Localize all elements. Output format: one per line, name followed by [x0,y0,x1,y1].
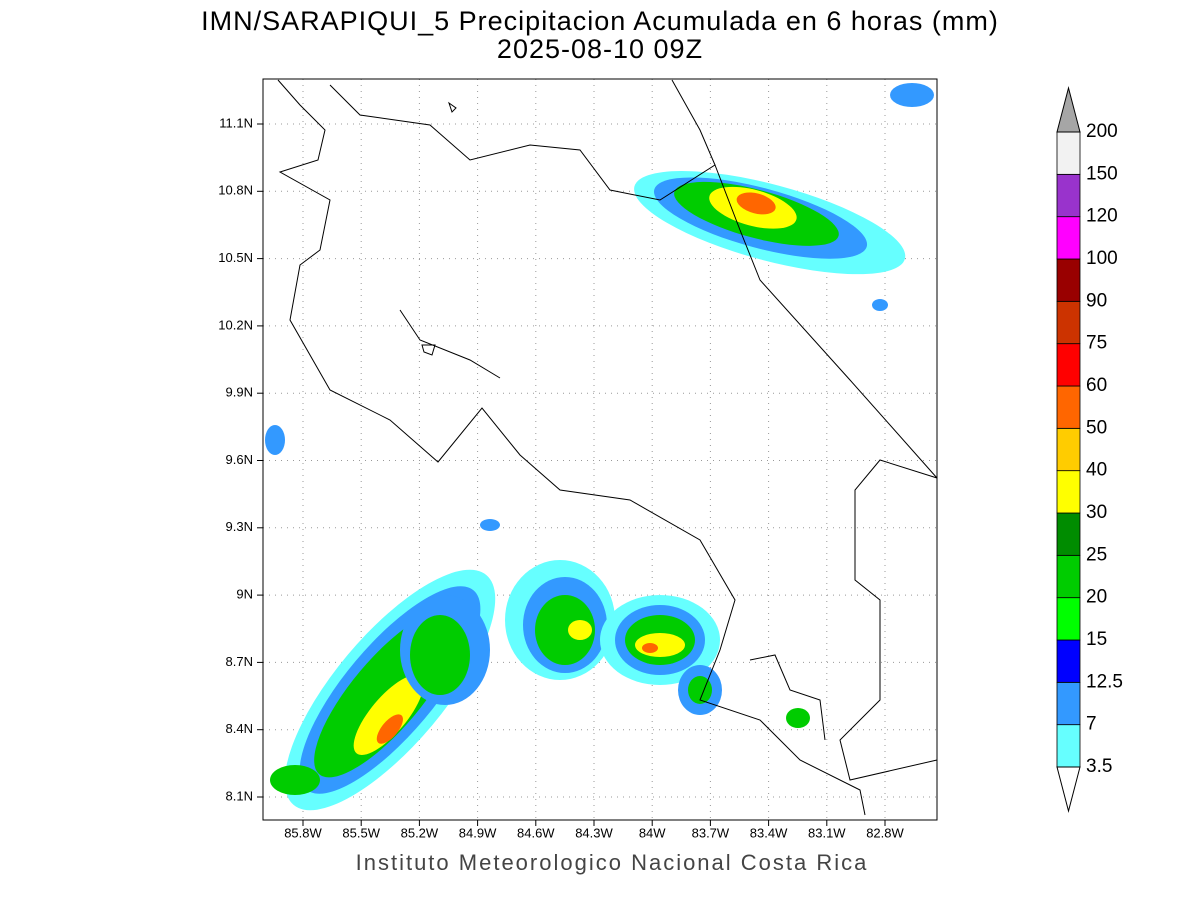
colorbar-segment [1056,343,1081,387]
colorbar-label: 20 [1086,587,1107,608]
colorbar-segment [1056,639,1081,683]
title: IMN/SARAPIQUI_5 Precipitacion Acumulada … [201,6,999,36]
subtitle: 2025-08-10 09Z [497,34,703,64]
lon-label: 84.9W [459,825,497,840]
lon-label: 83.1W [808,825,846,840]
lat-label: 10.2N [218,317,253,332]
lat-label: 9.6N [226,452,253,467]
colorbar-label: 150 [1086,163,1118,184]
colorbar-label: 12.5 [1086,671,1123,692]
lon-label: 82.8W [866,825,904,840]
lon-label: 85.5W [342,825,380,840]
colorbar-segment [1056,470,1081,514]
lon-label: 84.3W [575,825,613,840]
lon-label: 85.2W [401,825,439,840]
colorbar-segment [1056,681,1081,726]
map [262,78,938,821]
lon-label: 84W [639,825,666,840]
lat-label: 8.4N [226,721,253,736]
colorbar-over [1056,86,1081,133]
footer: Instituto Meteorologico Nacional Costa R… [356,850,869,875]
colorbar-label: 100 [1086,248,1118,269]
colorbar-label: 200 [1086,121,1118,142]
colorbar-label: 60 [1086,375,1107,396]
colorbar-label: 75 [1086,333,1107,354]
colorbar-segment [1056,427,1081,472]
colorbar-segment [1056,724,1081,768]
colorbar-label: 30 [1086,502,1107,523]
colorbar-label: 7 [1086,714,1097,735]
lat-label: 10.8N [218,183,253,198]
lat-label: 8.1N [226,788,253,803]
colorbar-label: 3.5 [1086,756,1112,777]
colorbar-label: 120 [1086,206,1118,227]
colorbar-label: 90 [1086,290,1107,311]
precipitation [265,83,934,811]
lat-label: 9.3N [226,519,253,534]
lat-label: 10.5N [218,250,253,265]
colorbar-segment [1056,597,1081,641]
lon-label: 84.6W [517,825,555,840]
colorbar-under [1056,766,1081,813]
colorbar-segment [1056,131,1081,175]
lat-label: 8.7N [226,654,253,669]
colorbar-segment [1056,512,1081,556]
colorbar-segment [1056,216,1081,260]
colorbar-segment [1056,173,1081,218]
colorbar-segment [1056,385,1081,429]
colorbar-label: 15 [1086,629,1107,650]
colorbar-label: 50 [1086,417,1107,438]
lat-label: 11.1N [219,115,253,130]
coastlines [277,79,938,816]
colorbar-label: 25 [1086,544,1107,565]
lon-label: 83.7W [692,825,730,840]
lon-label: 83.4W [750,825,788,840]
map-frame [262,78,938,821]
colorbar-segment [1056,258,1081,302]
lon-label: 85.8W [284,825,322,840]
lat-label: 9N [236,587,253,602]
colorbar-segment [1056,554,1081,599]
lat-label: 9.9N [226,385,253,400]
colorbar-segment [1056,300,1081,345]
colorbar: 3.5 7 12.5 15 20 25 30 40 50 60 75 90 100 120 150 200 [1056,86,1123,813]
colorbar-label: 40 [1086,460,1107,481]
